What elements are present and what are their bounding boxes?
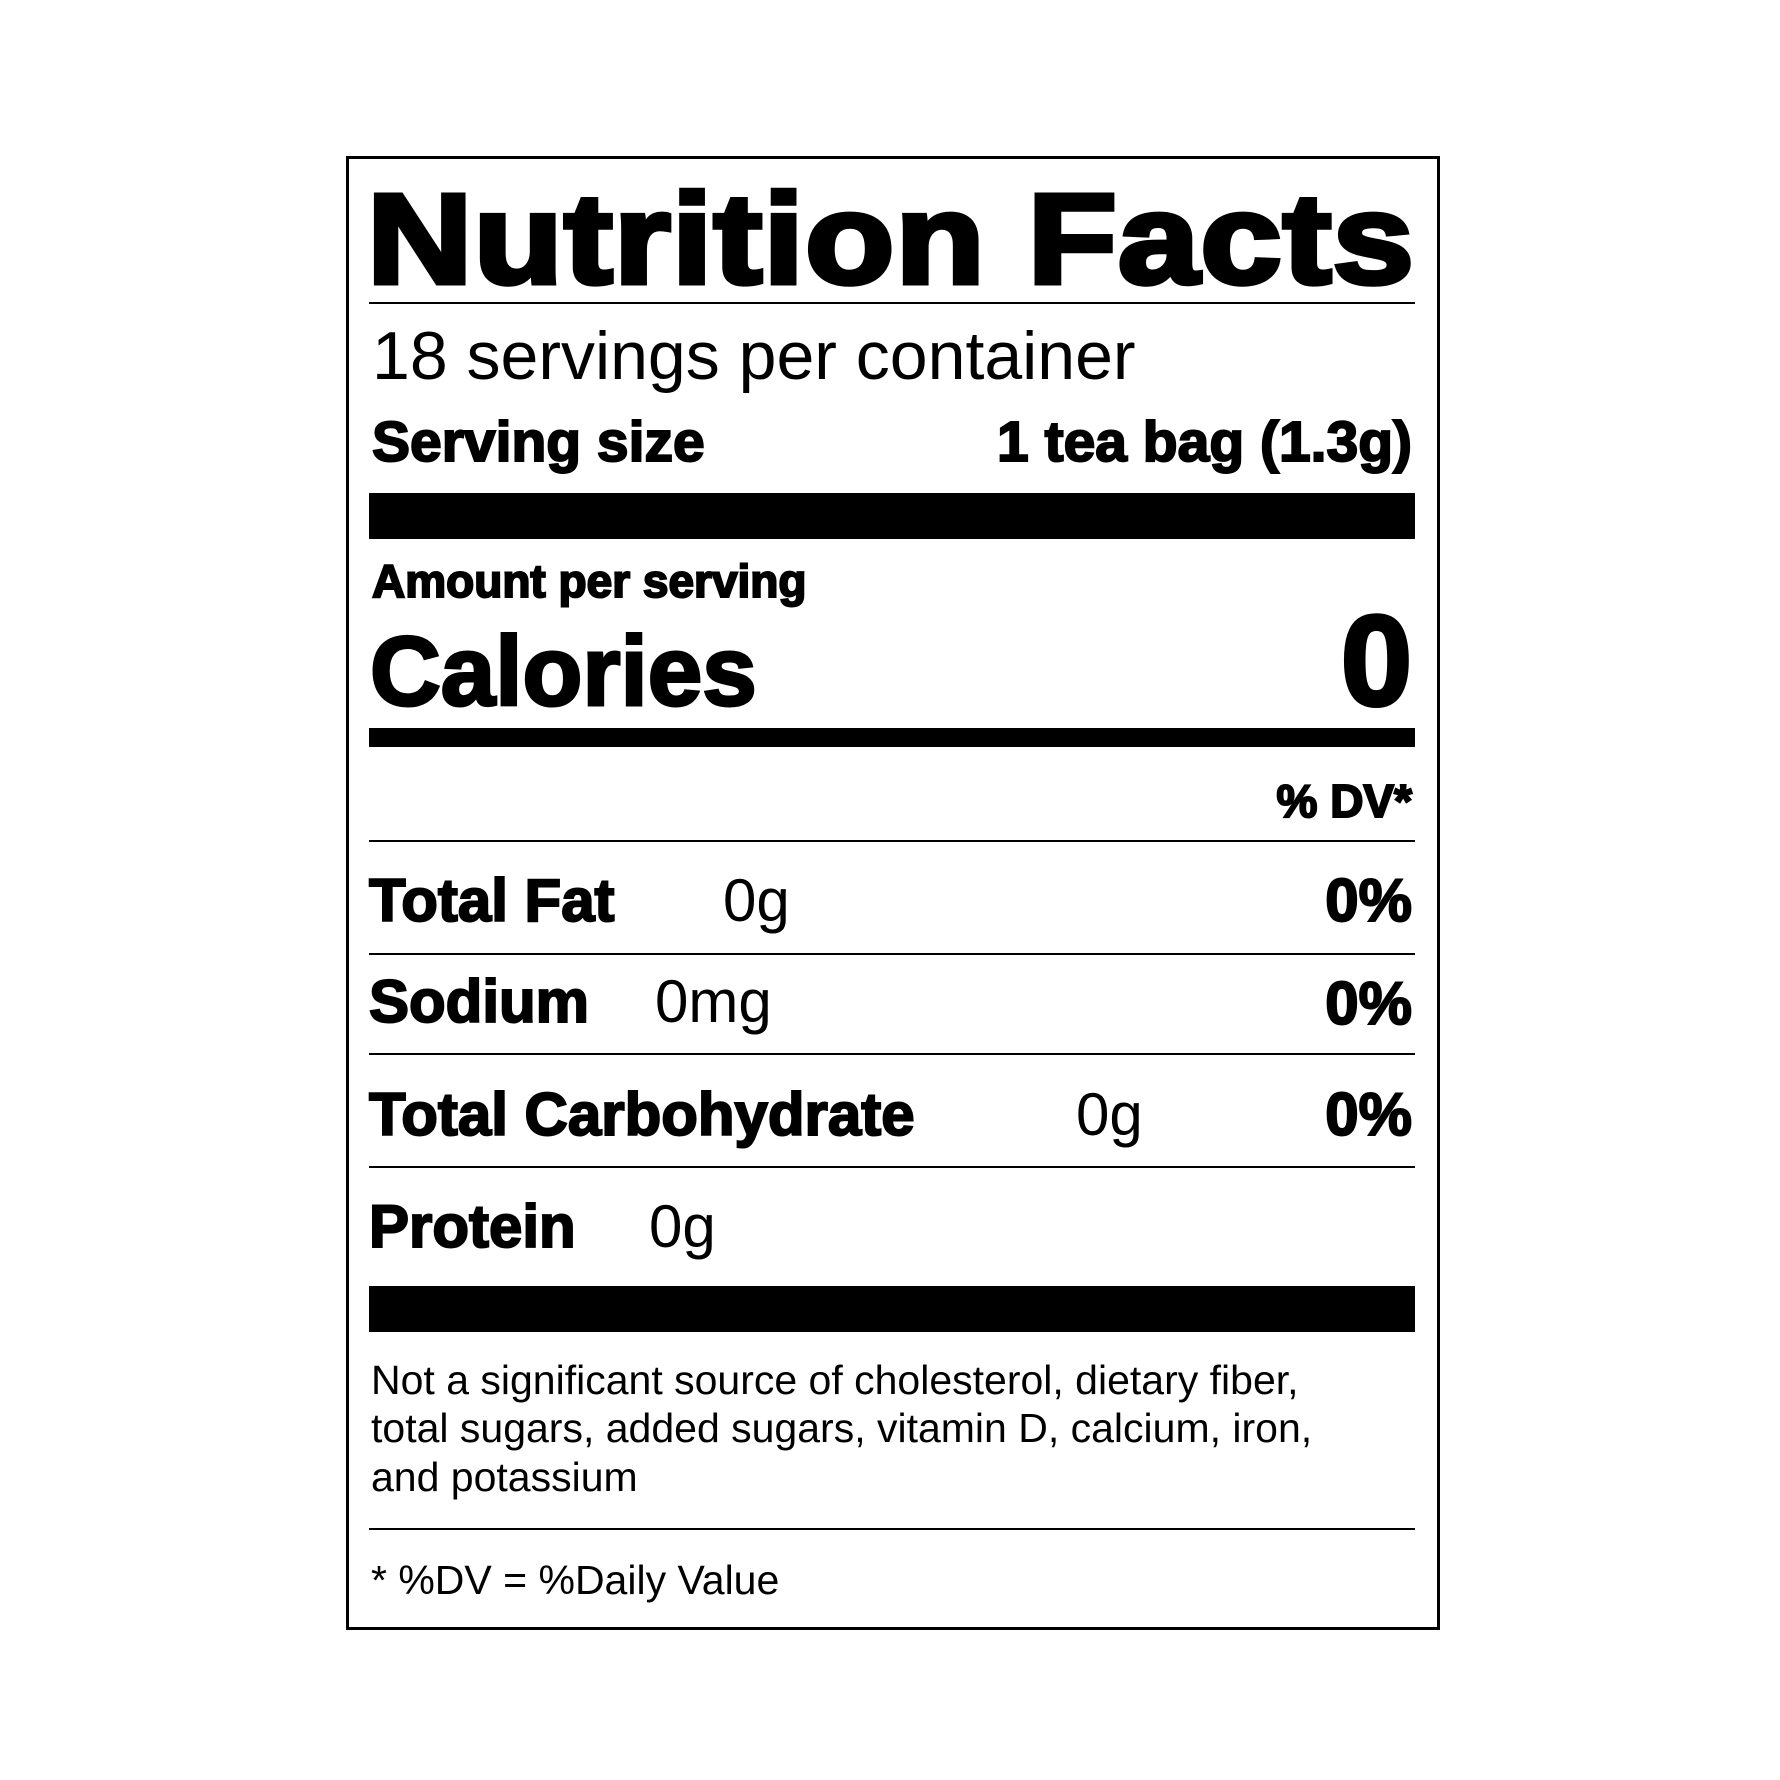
serving-size-label: Serving size bbox=[371, 410, 706, 474]
serving-size-value: 1 tea bag (1.3g) bbox=[996, 410, 1413, 474]
divider-thin bbox=[369, 1053, 1415, 1055]
footnote-line: and potassium bbox=[371, 1454, 638, 1500]
calories-value: 0 bbox=[1339, 590, 1414, 733]
servings-per-container: 18 servings per container bbox=[372, 318, 1136, 394]
nutrient-name: Total Carbohydrate bbox=[368, 1081, 916, 1148]
nutrient-amount: 0g bbox=[723, 867, 790, 934]
calories-label: Calories bbox=[369, 616, 759, 726]
label-title: Nutrition Facts bbox=[364, 168, 1417, 311]
nutrient-name: Sodium bbox=[368, 968, 590, 1035]
dv-note: * %DV = %Daily Value bbox=[371, 1557, 780, 1603]
divider-thin bbox=[369, 1166, 1415, 1168]
divider-thin bbox=[369, 953, 1415, 955]
divider-thin bbox=[369, 1528, 1415, 1530]
amount-per-serving: Amount per serving bbox=[371, 555, 808, 607]
nutrient-amount: 0g bbox=[649, 1193, 716, 1260]
nutrient-dv: 0% bbox=[1324, 970, 1413, 1037]
nutrition-label-border bbox=[346, 156, 1440, 1630]
nutrient-name: Total Fat bbox=[368, 867, 616, 934]
divider-thick bbox=[369, 493, 1415, 539]
nutrient-amount: 0g bbox=[1076, 1081, 1143, 1148]
divider-thin bbox=[369, 302, 1415, 304]
nutrient-amount: 0mg bbox=[655, 968, 772, 1035]
divider-thin bbox=[369, 840, 1415, 842]
divider-medium bbox=[369, 728, 1415, 747]
nutrient-dv: 0% bbox=[1324, 867, 1413, 934]
footnote-line: Not a significant source of cholesterol,… bbox=[371, 1357, 1299, 1403]
dv-header: % DV* bbox=[1276, 775, 1413, 827]
nutrient-dv: 0% bbox=[1324, 1081, 1413, 1148]
footnote-line: total sugars, added sugars, vitamin D, c… bbox=[371, 1405, 1313, 1451]
divider-thick bbox=[369, 1286, 1415, 1332]
nutrient-name: Protein bbox=[368, 1193, 577, 1260]
